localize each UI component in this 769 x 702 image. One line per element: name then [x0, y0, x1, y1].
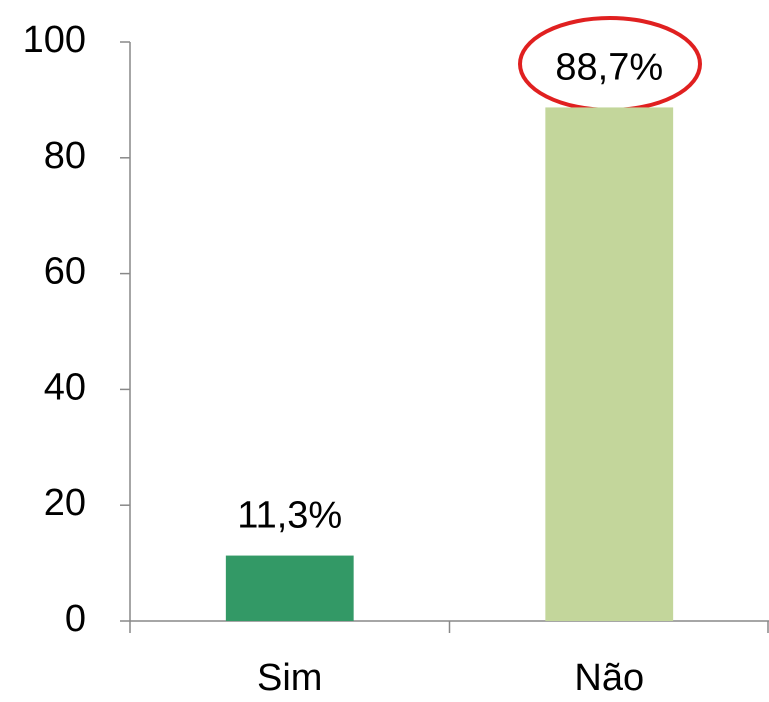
- bar: [545, 107, 674, 621]
- y-tick-label: 20: [44, 482, 86, 524]
- y-tick-label: 40: [44, 366, 86, 408]
- data-label: 11,3%: [237, 495, 342, 537]
- y-tick-label: 60: [44, 251, 86, 293]
- y-tick-label: 80: [44, 135, 86, 177]
- y-tick-label: 100: [23, 19, 86, 61]
- y-tick-label: 0: [65, 598, 86, 640]
- data-label: 88,7%: [555, 46, 663, 88]
- x-tick-label: Não: [574, 657, 644, 699]
- bar: [225, 555, 354, 621]
- x-tick-label: Sim: [257, 657, 322, 699]
